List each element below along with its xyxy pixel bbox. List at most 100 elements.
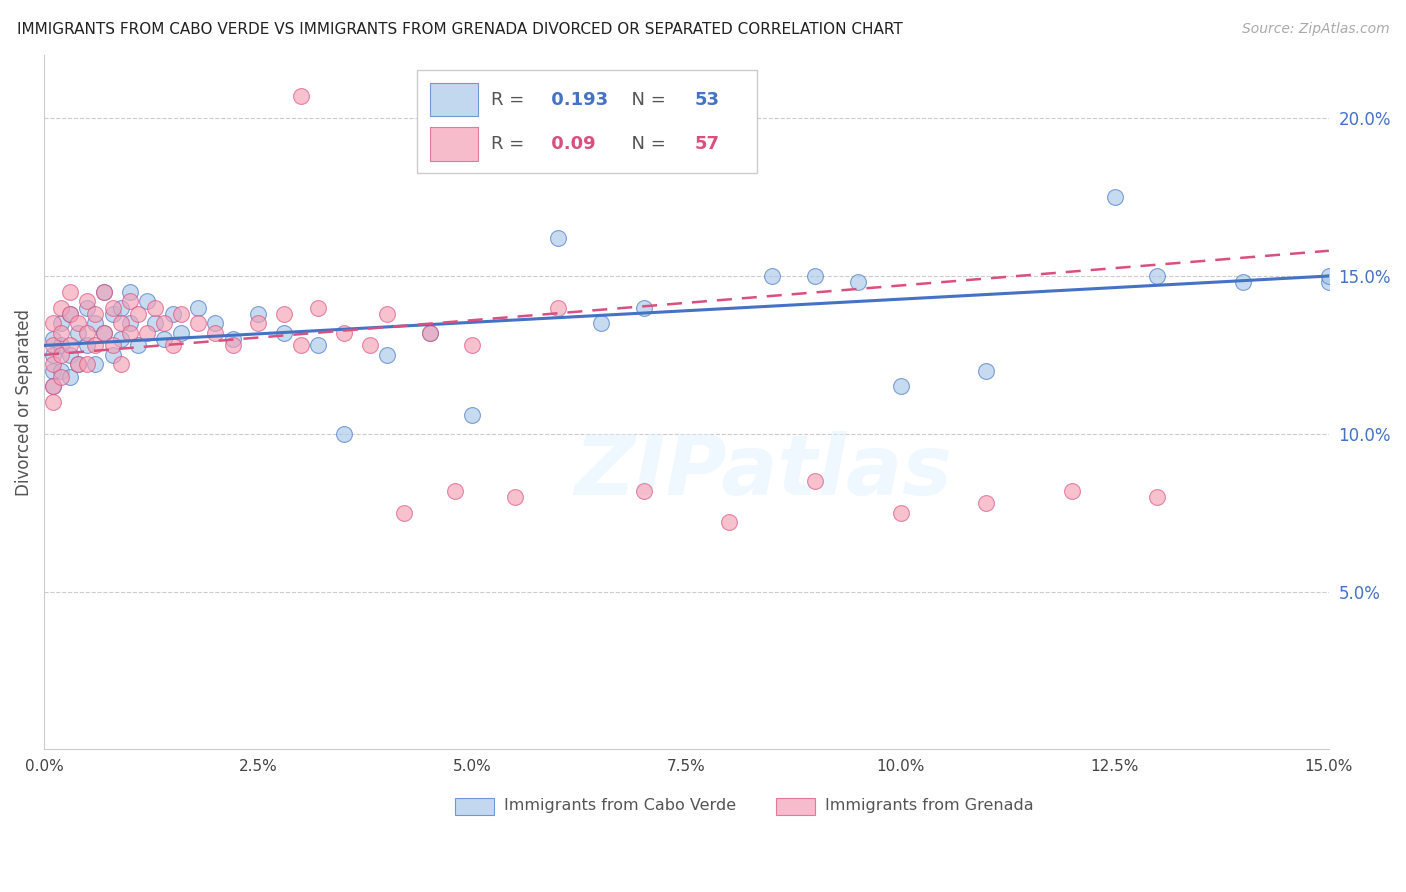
- Point: [101, 348, 124, 362]
- Point: [76, 301, 98, 315]
- Point: [110, 301, 132, 315]
- Point: [375, 348, 398, 362]
- Point: [51, 370, 73, 384]
- Point: [846, 276, 869, 290]
- Y-axis label: Divorced or Separated: Divorced or Separated: [15, 309, 32, 496]
- Point: [547, 301, 569, 315]
- Point: [93, 326, 115, 340]
- Point: [170, 326, 193, 340]
- Point: [307, 338, 329, 352]
- Point: [204, 326, 226, 340]
- Point: [110, 332, 132, 346]
- Point: [890, 379, 912, 393]
- Point: [1317, 276, 1340, 290]
- Point: [162, 338, 184, 352]
- Point: [1232, 276, 1254, 290]
- Point: [375, 307, 398, 321]
- FancyBboxPatch shape: [776, 798, 815, 815]
- Point: [1146, 268, 1168, 283]
- Point: [333, 426, 356, 441]
- Point: [247, 307, 270, 321]
- Point: [974, 496, 997, 510]
- Point: [41, 357, 63, 371]
- Point: [145, 301, 167, 315]
- Point: [51, 316, 73, 330]
- Point: [418, 326, 440, 340]
- FancyBboxPatch shape: [456, 798, 494, 815]
- Point: [41, 348, 63, 362]
- Point: [461, 338, 484, 352]
- Text: Immigrants from Grenada: Immigrants from Grenada: [825, 798, 1033, 813]
- Point: [145, 316, 167, 330]
- Point: [118, 326, 141, 340]
- Point: [59, 338, 82, 352]
- Point: [41, 379, 63, 393]
- Point: [59, 285, 82, 299]
- Point: [41, 395, 63, 409]
- Point: [1317, 268, 1340, 283]
- Point: [51, 326, 73, 340]
- Point: [974, 364, 997, 378]
- Point: [93, 326, 115, 340]
- Text: 57: 57: [695, 135, 718, 153]
- Text: R =: R =: [491, 135, 530, 153]
- Point: [41, 332, 63, 346]
- Point: [67, 326, 90, 340]
- Point: [67, 357, 90, 371]
- Point: [135, 326, 157, 340]
- Point: [84, 307, 107, 321]
- Point: [247, 316, 270, 330]
- Point: [135, 294, 157, 309]
- FancyBboxPatch shape: [416, 70, 756, 173]
- Point: [162, 307, 184, 321]
- Point: [41, 316, 63, 330]
- Point: [110, 357, 132, 371]
- Point: [221, 338, 243, 352]
- Point: [1060, 483, 1083, 498]
- Point: [84, 357, 107, 371]
- Point: [118, 316, 141, 330]
- Point: [76, 338, 98, 352]
- Point: [101, 307, 124, 321]
- Point: [41, 364, 63, 378]
- Point: [101, 338, 124, 352]
- Point: [153, 332, 176, 346]
- Point: [59, 307, 82, 321]
- Point: [444, 483, 467, 498]
- Text: IMMIGRANTS FROM CABO VERDE VS IMMIGRANTS FROM GRENADA DIVORCED OR SEPARATED CORR: IMMIGRANTS FROM CABO VERDE VS IMMIGRANTS…: [17, 22, 903, 37]
- Point: [59, 348, 82, 362]
- Text: R =: R =: [491, 91, 530, 109]
- Point: [153, 316, 176, 330]
- Point: [84, 316, 107, 330]
- Point: [76, 357, 98, 371]
- Text: ZIPatlas: ZIPatlas: [575, 431, 952, 512]
- Point: [273, 307, 295, 321]
- Point: [67, 357, 90, 371]
- Point: [110, 316, 132, 330]
- Point: [51, 338, 73, 352]
- Point: [41, 338, 63, 352]
- Point: [359, 338, 381, 352]
- Point: [1104, 190, 1126, 204]
- Point: [76, 294, 98, 309]
- Point: [547, 231, 569, 245]
- Point: [503, 490, 526, 504]
- Point: [41, 379, 63, 393]
- Text: N =: N =: [620, 135, 671, 153]
- Point: [118, 285, 141, 299]
- Point: [59, 307, 82, 321]
- Point: [187, 301, 209, 315]
- Point: [633, 301, 655, 315]
- Point: [1146, 490, 1168, 504]
- Point: [461, 408, 484, 422]
- Point: [204, 316, 226, 330]
- Text: Source: ZipAtlas.com: Source: ZipAtlas.com: [1241, 22, 1389, 37]
- Text: 0.09: 0.09: [546, 135, 596, 153]
- Point: [804, 268, 827, 283]
- Point: [51, 364, 73, 378]
- FancyBboxPatch shape: [429, 83, 478, 116]
- Point: [221, 332, 243, 346]
- Point: [718, 515, 741, 529]
- Point: [633, 483, 655, 498]
- FancyBboxPatch shape: [429, 128, 478, 161]
